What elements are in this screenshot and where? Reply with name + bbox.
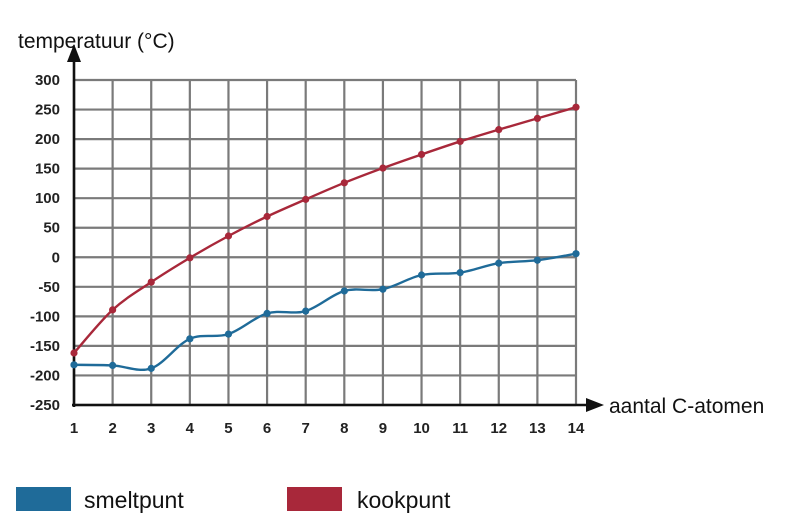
data-point-smeltpunt — [572, 250, 580, 258]
data-point-kookpunt — [109, 306, 117, 314]
data-point-smeltpunt — [495, 259, 503, 267]
x-tick-label: 1 — [70, 420, 78, 437]
data-point-smeltpunt — [186, 335, 194, 343]
legend: smeltpunt kookpunt — [16, 487, 451, 513]
y-tick-label: -100 — [30, 308, 60, 325]
y-tick-label: -50 — [38, 279, 60, 296]
data-point-kookpunt — [456, 137, 464, 146]
y-tick-label: -250 — [30, 397, 60, 414]
x-tick-label: 12 — [490, 420, 507, 437]
x-axis-arrowhead — [586, 398, 604, 412]
legend-swatch-kookpunt — [287, 487, 342, 511]
data-point-smeltpunt — [533, 256, 541, 264]
x-tick-label: 8 — [340, 420, 348, 437]
data-point-smeltpunt — [263, 309, 271, 318]
data-point-smeltpunt — [340, 287, 348, 295]
data-point-kookpunt — [340, 179, 348, 187]
y-tick-labels: 300 250 200 150 100 50 0 -50 -100 -150 -200 -250 — [30, 72, 60, 414]
data-point-smeltpunt — [302, 307, 310, 315]
y-tick-label: 150 — [35, 161, 60, 178]
data-point-smeltpunt — [224, 330, 233, 338]
data-point-smeltpunt — [70, 361, 78, 369]
series-points — [70, 103, 580, 372]
y-axis-label: temperatuur (°C) — [18, 30, 175, 53]
data-point-kookpunt — [495, 126, 503, 134]
data-point-smeltpunt — [109, 361, 117, 370]
axes — [67, 44, 604, 412]
y-tick-label: -200 — [30, 367, 60, 384]
y-tick-label: 50 — [43, 220, 60, 237]
series-lines — [73, 106, 577, 372]
y-tick-label: 300 — [35, 72, 60, 89]
y-tick-label: 250 — [35, 102, 60, 119]
data-point-kookpunt — [263, 212, 271, 221]
y-tick-label: 0 — [52, 249, 60, 266]
legend-label-smeltpunt: smeltpunt — [84, 487, 184, 513]
data-point-kookpunt — [417, 150, 426, 159]
x-tick-labels: 1 2 3 4 5 6 7 8 9 10 11 12 13 14 — [70, 420, 585, 437]
grid — [72, 78, 578, 407]
data-point-kookpunt — [224, 232, 233, 240]
data-point-kookpunt — [302, 195, 310, 203]
y-axis-arrowhead — [67, 44, 81, 62]
data-point-kookpunt — [533, 114, 541, 123]
x-tick-label: 7 — [302, 420, 310, 437]
x-tick-label: 9 — [379, 420, 387, 437]
y-tick-label: 100 — [35, 190, 60, 207]
y-tick-label: -150 — [30, 338, 60, 355]
x-tick-label: 2 — [108, 420, 116, 437]
data-point-kookpunt — [572, 103, 580, 111]
data-point-kookpunt — [147, 278, 155, 286]
data-point-smeltpunt — [147, 364, 155, 372]
data-point-smeltpunt — [379, 285, 387, 293]
x-tick-label: 14 — [568, 420, 585, 437]
x-tick-label: 13 — [529, 420, 546, 437]
data-point-smeltpunt — [417, 271, 426, 279]
data-point-kookpunt — [70, 349, 78, 357]
x-tick-label: 6 — [263, 420, 271, 437]
x-tick-label: 11 — [452, 420, 468, 437]
data-point-smeltpunt — [456, 269, 464, 277]
x-tick-label: 4 — [186, 420, 195, 437]
y-tick-label: 200 — [35, 131, 60, 148]
data-point-kookpunt — [379, 164, 387, 172]
legend-swatch-smeltpunt — [16, 487, 71, 511]
x-tick-label: 5 — [224, 420, 232, 437]
x-tick-label: 10 — [413, 420, 430, 437]
x-tick-label: 3 — [147, 420, 155, 437]
series-line-smeltpunt — [73, 252, 577, 372]
data-point-kookpunt — [186, 254, 194, 262]
legend-label-kookpunt: kookpunt — [357, 487, 451, 513]
x-axis-label: aantal C-atomen — [609, 395, 764, 418]
